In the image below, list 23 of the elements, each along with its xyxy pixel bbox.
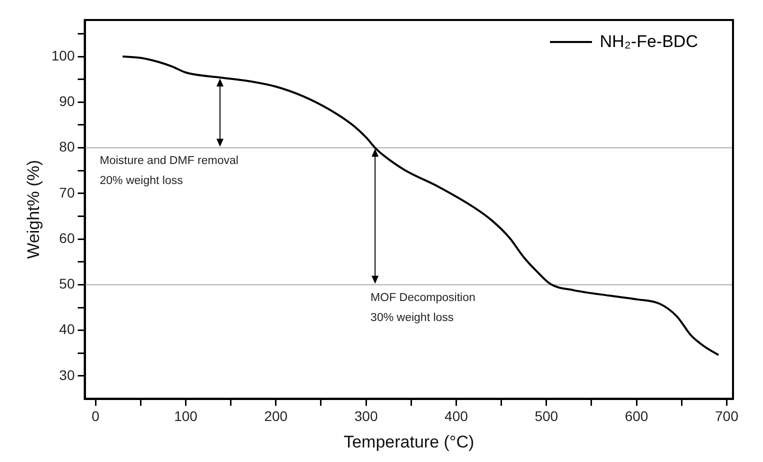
x-tick-label: 600	[624, 408, 648, 424]
y-tick-label: 50	[59, 276, 75, 292]
y-tick-label: 70	[59, 184, 75, 200]
x-tick-label: 300	[354, 408, 378, 424]
y-tick-label: 100	[51, 47, 75, 64]
annotation: MOF Decomposition	[370, 292, 476, 304]
y-axis-title: Weight% (%)	[24, 160, 43, 259]
y-tick-label: 30	[59, 366, 75, 383]
legend-label: NH₂-Fe-BDC	[600, 32, 698, 52]
x-axis-title: Temperature (°C)	[344, 432, 474, 452]
annotation: 20% weight loss	[100, 174, 184, 187]
x-tick-label: 100	[174, 408, 198, 424]
x-tick-label: 700	[715, 408, 739, 424]
y-tick-label: 80	[59, 138, 75, 155]
y-tick-label: 60	[59, 230, 75, 246]
y-tick-label: 90	[59, 93, 75, 110]
x-tick-label: 500	[534, 408, 558, 424]
annotation: Moisture and DMF removal	[100, 154, 238, 167]
x-tick-label: 0	[92, 408, 100, 424]
x-tick-label: 200	[264, 408, 288, 424]
annotation: 30% weight loss	[370, 312, 454, 324]
y-tick-label: 40	[59, 321, 75, 338]
x-tick-label: 400	[444, 408, 468, 424]
